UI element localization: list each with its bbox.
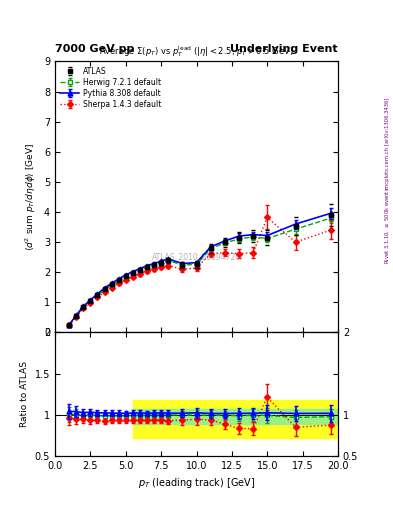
- Y-axis label: Ratio to ATLAS: Ratio to ATLAS: [20, 361, 29, 427]
- Legend: ATLAS, Herwig 7.2.1 default, Pythia 8.308 default, Sherpa 1.4.3 default: ATLAS, Herwig 7.2.1 default, Pythia 8.30…: [59, 65, 162, 110]
- Text: mcplots.cern.ch [arXiv:1306.3436]: mcplots.cern.ch [arXiv:1306.3436]: [385, 98, 389, 189]
- Text: 7000 GeV pp: 7000 GeV pp: [55, 44, 134, 54]
- X-axis label: $p_T$ (leading track) [GeV]: $p_T$ (leading track) [GeV]: [138, 476, 255, 490]
- Text: ATLAS_2010_S8894728: ATLAS_2010_S8894728: [152, 252, 241, 261]
- Text: Average $\Sigma(p_T)$ vs $p_T^{\rm lead}$ ($|\eta| < 2.5$, $p_T > 0.5$ GeV): Average $\Sigma(p_T)$ vs $p_T^{\rm lead}…: [99, 44, 294, 59]
- Text: Underlying Event: Underlying Event: [230, 44, 338, 54]
- Y-axis label: $\langle d^2$ sum $p_T/d\eta d\phi\rangle$ [GeV]: $\langle d^2$ sum $p_T/d\eta d\phi\rangl…: [24, 143, 39, 251]
- Text: Rivet 3.1.10, $\geq$ 500k events: Rivet 3.1.10, $\geq$ 500k events: [383, 186, 391, 264]
